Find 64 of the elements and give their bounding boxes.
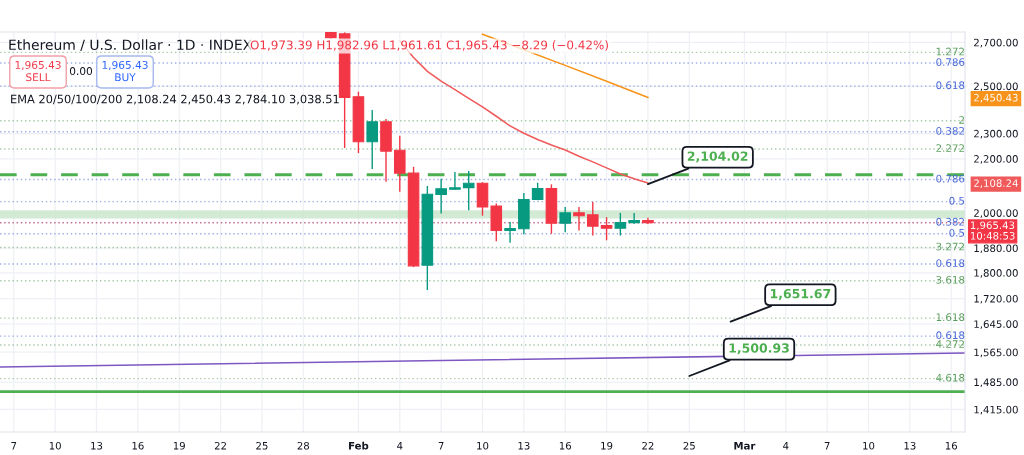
y-tick-label: 2,000.00: [974, 209, 1018, 218]
x-tick-label: 16: [945, 441, 958, 450]
annotation: 1,965.43 BUY: [102, 60, 148, 82]
x-tick-label: 16: [559, 441, 572, 450]
x-tick-label: 13: [904, 441, 916, 450]
x-tick-label: 13: [518, 441, 530, 450]
annotation: 0.5: [949, 196, 965, 205]
y-tick-label: 2,300.00: [974, 129, 1018, 139]
annotation: 2: [959, 116, 964, 124]
text: 1,965.43 10:48:53: [970, 221, 1015, 240]
annotation: 0.786: [936, 58, 965, 66]
y-tick-label: 2,108.24: [974, 179, 1018, 188]
x-tick-label: 7: [824, 442, 830, 450]
annotation: 1,965.43 SELL: [15, 60, 61, 82]
annotation: 2.272: [936, 144, 964, 152]
annotation: 1.272: [936, 47, 964, 56]
y-tick-label: 1,880.00: [974, 244, 1018, 254]
annotation: 1,651.67: [770, 288, 831, 300]
x-tick-label: 19: [601, 441, 613, 450]
chart-title: Ethereum / U.S. Dollar · 1D · INDEX: [9, 39, 252, 52]
x-tick-label: 10: [49, 441, 61, 450]
x-tick-label: Feb: [349, 441, 369, 450]
x-tick-label: 22: [214, 441, 227, 450]
annotation: 0.618: [936, 259, 965, 267]
annotation: 2,104.02: [687, 151, 748, 163]
y-tick-label: 1,800.00: [974, 269, 1018, 278]
x-tick-label: 19: [173, 441, 185, 450]
annotation: 1,500.93: [729, 343, 789, 355]
annotation: 0.00: [69, 67, 93, 76]
x-tick-label: 7: [11, 442, 17, 450]
x-tick-label: 4: [397, 442, 403, 450]
y-tick-label: 2,200.00: [974, 155, 1018, 164]
y-tick-label: 1,645.00: [974, 320, 1018, 329]
y-tick-label: 1,415.00: [974, 405, 1018, 415]
y-tick-label: 1,485.00: [974, 378, 1018, 388]
x-tick-label: 25: [256, 441, 268, 450]
y-tick-label: 1,565.00: [974, 348, 1018, 358]
y-tick-label: 2,500.00: [974, 82, 1018, 92]
y-tick-label: 2,450.43: [974, 93, 1018, 103]
x-tick-label: 7: [438, 442, 444, 450]
annotation: 0.382: [936, 126, 964, 135]
annotation: 0.382: [936, 217, 964, 226]
annotation: O1,973.39 H1,982.96 L1,961.61 C1,965.43 −8.29 (−0.42%): [250, 40, 608, 51]
annotation: 0.618: [936, 81, 965, 90]
annotation: 0.5: [949, 228, 965, 237]
x-tick-label: 10: [477, 441, 489, 450]
x-tick-label: 22: [642, 441, 654, 450]
x-tick-label: 16: [132, 441, 144, 450]
x-tick-label: 4: [783, 442, 789, 450]
y-tick-label: 1,720.00: [974, 294, 1018, 304]
y-tick-label: 2,700.00: [974, 38, 1018, 48]
x-tick-label: 25: [683, 441, 695, 450]
x-tick-label: 28: [297, 441, 310, 450]
annotation: 4.272: [936, 340, 964, 348]
x-tick-label: 10: [863, 441, 875, 450]
x-tick-label: Mar: [734, 442, 756, 450]
annotation: 0.786: [936, 174, 965, 183]
x-tick-label: 13: [91, 441, 103, 450]
annotation: 3.272: [936, 242, 964, 251]
annotation: 1.618: [936, 313, 965, 322]
annotation: 3.618: [936, 275, 965, 284]
annotation: 0.618: [936, 331, 965, 340]
annotation: 4.618: [936, 373, 965, 382]
annotation: EMA 20/50/100/200 2,108.24 2,450.43 2,784.10 3,038.51: [11, 94, 339, 105]
